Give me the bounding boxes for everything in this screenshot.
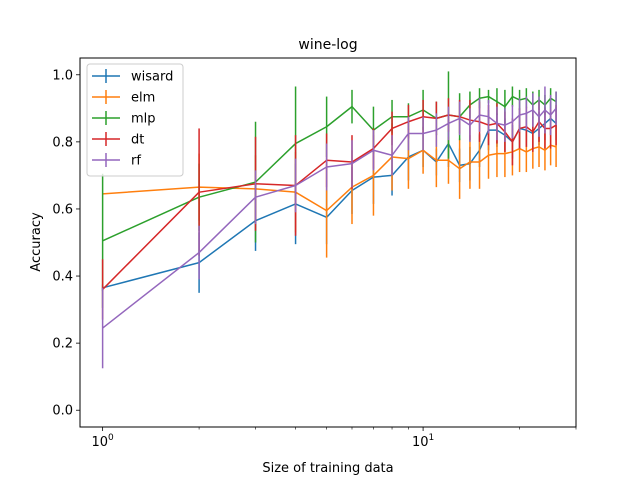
legend-label-rf: rf	[131, 154, 141, 169]
y-axis: 0.0 0.2 0.4 0.6 0.8 1.0	[52, 68, 80, 419]
legend-item-mlp: mlp	[92, 111, 156, 127]
plot-frame	[79, 57, 577, 428]
legend-label-wisard: wisard	[131, 70, 173, 85]
series-rf	[101, 86, 557, 369]
legend-label-mlp: mlp	[131, 112, 156, 127]
y-axis-label: Accuracy	[29, 212, 44, 272]
legend-item-elm: elm	[92, 90, 155, 106]
y-tick-label-1.0: 1.0	[52, 68, 73, 83]
legend-item-wisard: wisard	[92, 69, 173, 85]
x-tick-label-1: 100	[91, 433, 114, 450]
y-tick-label-0.0: 0.0	[52, 404, 73, 419]
legend-item-rf: rf	[92, 153, 141, 169]
legend-label-elm: elm	[131, 91, 155, 106]
legend-box	[86, 63, 184, 177]
legend: wisard elm mlp dt rf	[86, 63, 184, 177]
y-tick-label-0.6: 0.6	[52, 202, 73, 217]
y-tick-label-0.4: 0.4	[52, 270, 73, 285]
series-line-rf	[102, 107, 557, 329]
x-axis: 100 101	[91, 427, 577, 450]
series-line-mlp	[102, 95, 557, 242]
legend-label-dt: dt	[131, 133, 144, 148]
series-line-elm	[102, 144, 557, 212]
x-axis-label: Size of training data	[262, 461, 393, 476]
y-tick-label-0.8: 0.8	[52, 135, 73, 150]
y-tick-label-0.2: 0.2	[52, 337, 73, 352]
series-line-dt	[102, 114, 557, 290]
legend-item-dt: dt	[92, 132, 144, 148]
x-tick-label-10: 101	[412, 433, 434, 450]
chart-title: wine-log	[298, 37, 357, 53]
series-layer	[101, 71, 557, 369]
